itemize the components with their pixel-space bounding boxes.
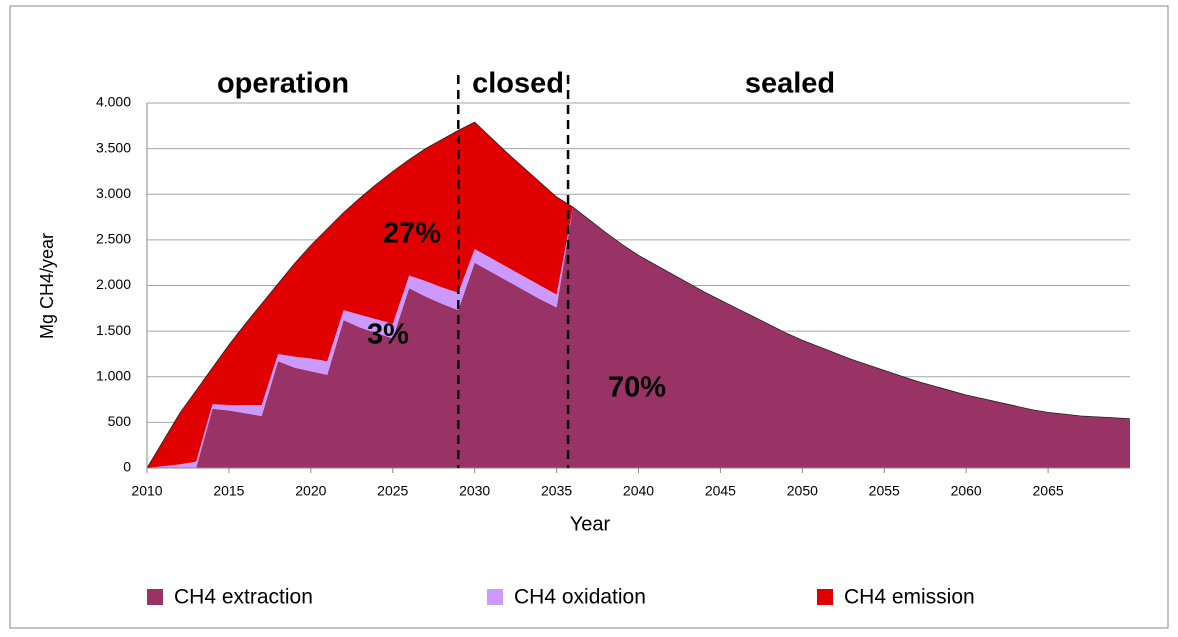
legend-label: CH4 oxidation	[514, 586, 646, 609]
y-tick-label: 3.500	[96, 139, 131, 155]
x-tick-label: 2020	[295, 483, 326, 499]
annotation: 70%	[608, 372, 666, 404]
annotation: 3%	[367, 319, 409, 351]
x-tick-label: 2050	[787, 483, 818, 499]
area	[147, 122, 1130, 468]
x-tick-label: 2025	[377, 483, 408, 499]
legend-label: CH4 extraction	[174, 586, 313, 609]
area	[147, 207, 1130, 468]
y-tick-label: 500	[108, 413, 132, 429]
x-tick-label: 2010	[131, 483, 162, 499]
y-axis-label: Mg CH4/year	[37, 233, 57, 339]
x-tick-label: 2015	[213, 483, 244, 499]
y-tick-label: 0	[123, 459, 131, 475]
annotation: operation	[217, 68, 349, 100]
legend-swatch	[147, 589, 163, 605]
y-tick-label: 1.000	[96, 367, 131, 383]
y-tick-label: 3.000	[96, 185, 131, 201]
x-tick-label: 2060	[951, 483, 982, 499]
x-tick-label: 2030	[459, 483, 490, 499]
x-tick-label: 2045	[705, 483, 736, 499]
y-tick-label: 1.500	[96, 322, 131, 338]
legend-swatch	[817, 589, 833, 605]
x-tick-label: 2035	[541, 483, 572, 499]
annotation: closed	[472, 68, 564, 100]
y-tick-label: 2.000	[96, 276, 131, 292]
y-tick-label: 4.000	[96, 94, 131, 110]
y-tick-label: 2.500	[96, 231, 131, 247]
area-outline	[146, 121, 1131, 469]
annotation: 27%	[383, 218, 441, 250]
annotation: sealed	[745, 68, 835, 100]
legend-label: CH4 emission	[844, 586, 975, 609]
x-tick-label: 2055	[869, 483, 900, 499]
x-axis-label: Year	[570, 513, 611, 535]
x-tick-label: 2040	[623, 483, 654, 499]
x-tick-label: 2065	[1033, 483, 1064, 499]
legend-swatch	[487, 589, 503, 605]
